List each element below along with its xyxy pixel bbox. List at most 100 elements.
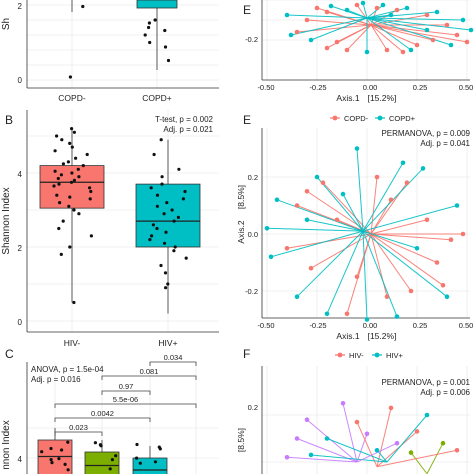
data-point [59, 252, 63, 256]
panel-d-x-ticks: -0.50 -0.25 0.00 0.25 0.50 [257, 83, 473, 92]
sample-point [440, 283, 446, 288]
sample-point [424, 217, 430, 223]
data-point [49, 446, 53, 451]
data-point [55, 134, 59, 138]
panel-d-x-tick: -0.25 [309, 83, 326, 92]
data-point [53, 169, 57, 173]
panel-f-letter: F [243, 347, 250, 361]
sample-point [400, 160, 406, 166]
panel-f-y-tick: 0.2 [248, 403, 258, 412]
sample-point [360, 0, 366, 6]
panel-c: C nnon Index 4 ANOVA, p = 1.5e-04 Adj. p… [1, 347, 219, 474]
data-point [49, 458, 53, 462]
data-point [68, 75, 72, 79]
spider-line [342, 403, 358, 463]
panel-c-letter: C [5, 347, 14, 361]
spider-line [366, 17, 412, 51]
spider-line [370, 24, 418, 46]
panel-d-x-label: Axis.1 [336, 93, 359, 103]
data-point [72, 208, 76, 212]
data-point [163, 28, 167, 33]
sample-point [354, 2, 360, 8]
sample-point [454, 203, 460, 208]
comparison-p-value: 0.0042 [91, 409, 114, 418]
data-point [77, 212, 81, 216]
sample-point [304, 417, 310, 423]
sample-point [308, 452, 314, 458]
sample-point [408, 450, 414, 455]
spider-line [370, 233, 444, 286]
sample-point [354, 419, 360, 425]
panel-d-x-tick: 0.25 [413, 83, 428, 92]
panel-b-y-tick-0: 0 [18, 318, 23, 327]
data-point [153, 460, 158, 464]
data-point [184, 256, 188, 260]
data-point [155, 193, 160, 197]
data-point [159, 138, 163, 142]
panel-e-x-tick: -0.25 [309, 321, 326, 330]
data-point [155, 226, 159, 231]
panel-d-y-tick-neg0.2: -0.2 [245, 35, 258, 44]
data-point [57, 226, 61, 231]
data-point [172, 249, 176, 253]
sample-point [324, 45, 330, 51]
sample-point [364, 49, 370, 55]
panel-e-plot-area [262, 128, 470, 318]
box-hiv+ [135, 183, 201, 248]
legend-label-hiv-neg: HIV- [349, 351, 364, 360]
spider-line [306, 19, 372, 26]
data-point [153, 18, 157, 22]
data-point [135, 442, 139, 447]
spider-line [356, 4, 372, 26]
panel-e-x-tick: 0.50 [459, 321, 474, 330]
data-point [88, 186, 92, 190]
data-point [61, 219, 65, 223]
spider-line [370, 176, 378, 235]
data-point [143, 33, 147, 37]
data-point [172, 219, 176, 223]
data-point [176, 215, 180, 219]
spider-line [370, 24, 434, 41]
legend-swatch-dot [332, 115, 338, 121]
spider-line [286, 14, 368, 19]
data-point [52, 184, 56, 188]
sample-point [294, 203, 300, 208]
data-point [70, 145, 74, 149]
spider-line [366, 17, 428, 31]
sample-point [388, 405, 394, 411]
panel-f-stat-adj: Adj. p = 0.006 [420, 388, 470, 397]
data-point [177, 167, 181, 171]
spider-line [326, 438, 388, 463]
sample-point [374, 5, 380, 11]
data-point [55, 193, 59, 197]
sample-point [380, 2, 386, 8]
panel-b-stat-test: T-test, p = 0.002 [155, 115, 214, 124]
spider-line [326, 230, 364, 314]
comparison-p-value: 5.5e-06 [113, 395, 138, 404]
panel-d-legend: COPD- COPD+ [330, 114, 416, 123]
panel-c-points [40, 440, 162, 472]
spider-line [370, 233, 412, 292]
panel-f-y-label-pct: [8.5%] [236, 428, 246, 452]
sample-point [454, 448, 460, 453]
panel-e: E Axis.2 [8.5%] 0.2 0.0 -0.2 PERMANOVA, … [236, 113, 473, 360]
spider-line [366, 17, 472, 31]
data-point [70, 171, 74, 175]
panel-a-x-label-copd-neg: COPD- [58, 93, 86, 103]
spider-line [370, 24, 468, 43]
data-point [67, 204, 71, 208]
spider-line [370, 24, 458, 36]
spider-line [370, 24, 388, 51]
sample-point [284, 455, 290, 460]
sample-point [394, 440, 400, 446]
sample-point [404, 180, 410, 185]
data-point [60, 448, 64, 452]
box-group-3 [132, 457, 168, 474]
panel-a-y-label: Sh [1, 18, 12, 30]
data-point [72, 178, 76, 182]
sample-point [420, 166, 426, 171]
sample-point [344, 311, 350, 317]
data-point [159, 263, 163, 268]
data-point [57, 182, 61, 186]
comparison-p-value: 0.081 [140, 367, 159, 376]
